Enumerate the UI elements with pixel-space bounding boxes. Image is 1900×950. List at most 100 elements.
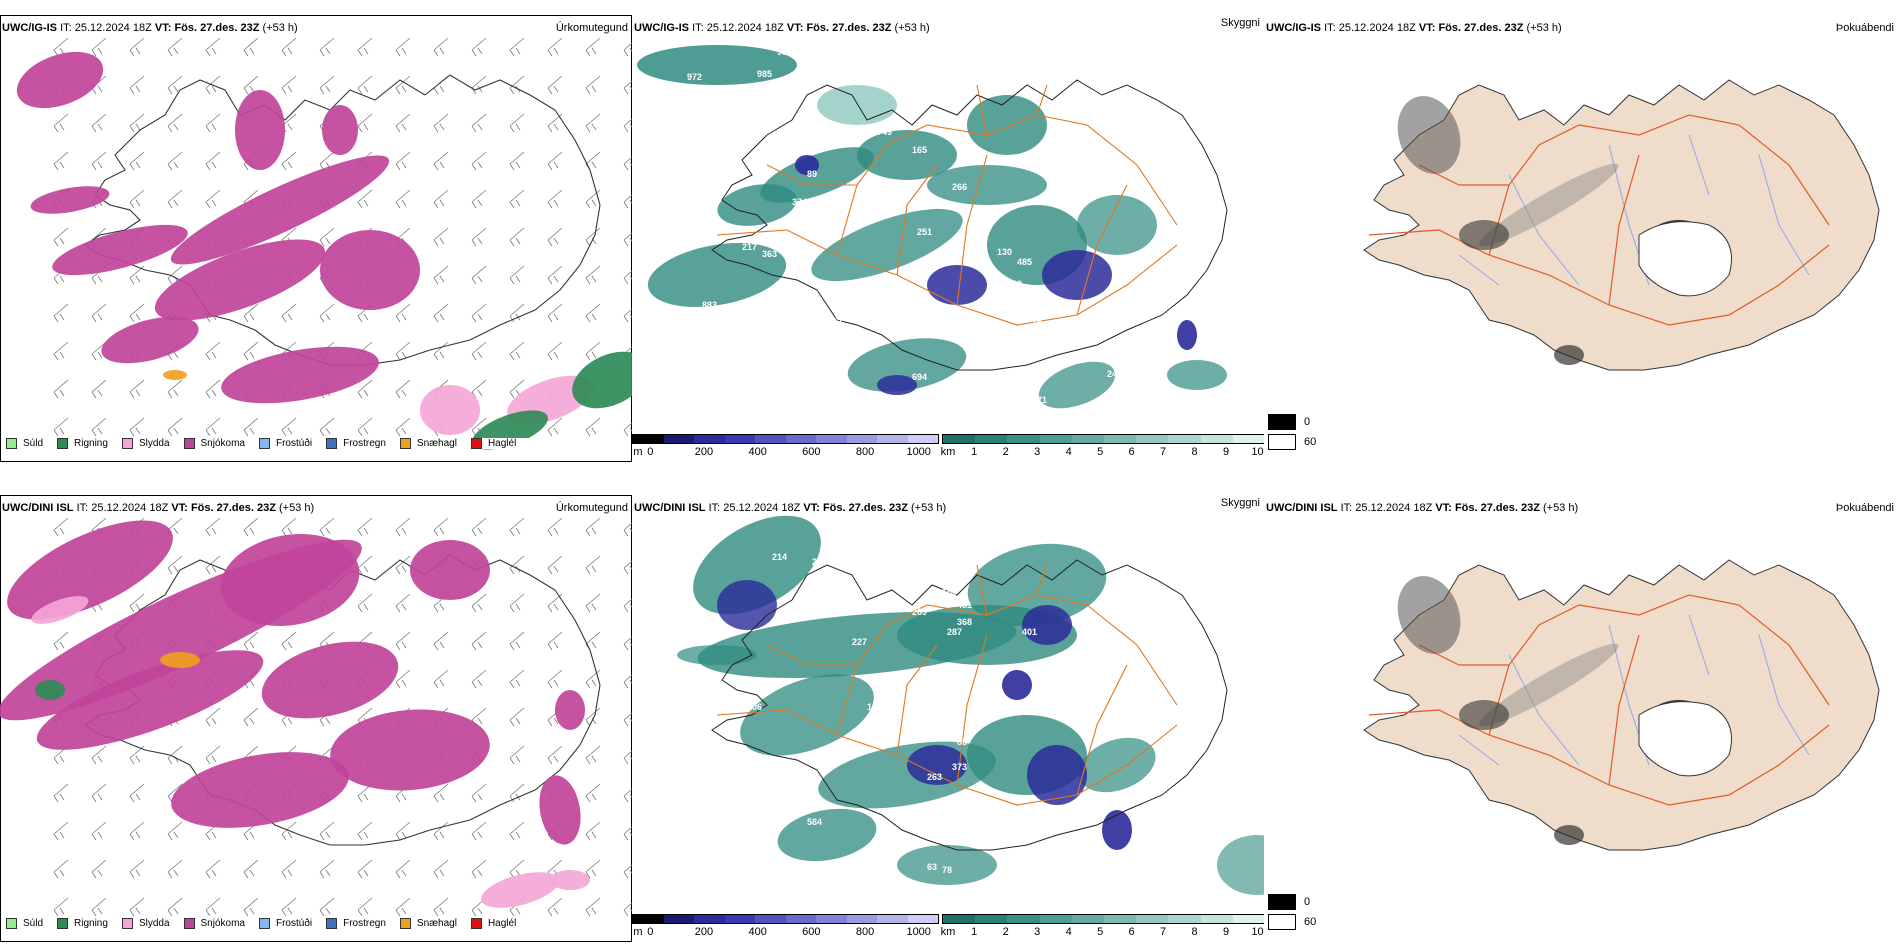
visibility-value-label: 165 [912,289,927,299]
visibility-value-label: 485 [1017,257,1032,267]
row-header: UWC/IG-IS IT: 25.12.2024 18Z VT: Fös. 27… [2,22,298,34]
visibility-value-label: 227 [852,637,867,647]
visibility-value-label: 63 [927,862,937,872]
panel-title-fog: Þokuábendi [1835,22,1894,34]
visibility-value-label: 165 [912,145,927,155]
precip-type-legend: Súld Rigning Slydda Snjókoma Frostúði Frostre… [6,438,531,449]
scale-unit: m [633,926,643,938]
fog-legend-row: 60 [1264,432,1316,452]
visibility-value-label: 986 [702,337,717,347]
legend-swatch [326,438,338,449]
legend-swatch [399,918,411,929]
fog-legend-swatch [1268,414,1296,430]
legend-item-frostúði: Frostúði [258,438,312,449]
scale-tick-label: 3 [1034,926,1041,938]
visibility-scale-km: km 1 2 3 4 5 6 7 8 9 10 [941,914,1264,938]
fog-indicator-map [1363,559,1880,851]
visibility-value-label: 245 [1107,369,1122,379]
legend-item-slydda: Slydda [121,918,170,929]
visibility-value-label: 64 [1057,337,1067,347]
legend-item-frostregn: Frostregn [326,438,386,449]
scale-tick-label: 0 [647,446,654,458]
visibility-value-label: 848 [662,642,677,652]
scale-tick-label: 10 [1251,446,1264,458]
precip-type-map [16,37,632,450]
visibility-value-label: 68 [935,322,945,332]
scale-color-bar [632,914,939,924]
visibility-value-label: 368 [957,617,972,627]
legend-swatch [470,918,482,929]
legend-item-haglél: Haglél [470,438,516,449]
legend-item-snjókoma: Snjókoma [183,438,245,449]
legend-swatch [326,918,338,929]
legend-label: Haglél [487,918,517,929]
visibility-value-label: 749 [877,127,892,137]
row-header: UWC/IG-IS IT: 25.12.2024 18Z VT: Fös. 27… [634,22,930,34]
legend-swatch [399,438,411,449]
scale-tick-label: 6 [1128,926,1135,938]
legend-label: Slydda [138,438,170,449]
fog-indicator-map [1363,79,1880,371]
visibility-value-label: 121 [867,702,882,712]
legend-label: Frostúði [275,918,313,929]
visibility-value-label: 682 [937,827,952,837]
legend-label: Snjókoma [200,438,245,449]
legend-item-frostregn: Frostregn [326,918,386,929]
scale-tick-label: 9 [1223,446,1230,458]
precip-panel-bottom: UWC/DINI ISL IT: 25.12.2024 18Z VT: Fös.… [0,480,632,950]
scale-tick-label: 600 [802,446,821,458]
scale-tick-label: 7 [1160,926,1167,938]
visibility-value-label: 981 [902,542,917,552]
visibility-value-label: 662 [817,602,832,612]
fog-legend: 0 60 [1264,412,1316,452]
legend-label: Rigning [74,918,108,929]
legend-item-súld: Súld [6,438,43,449]
scale-unit: km [940,446,956,458]
fog-legend-value: 0 [1304,416,1311,428]
legend-label: Snjókoma [200,918,245,929]
visibility-value-label: 994 [777,47,792,57]
legend-swatch [258,438,270,449]
visibility-panel-bottom: UWC/DINI ISL IT: 25.12.2024 18Z VT: Fös.… [632,480,1264,950]
visibility-value-label: 363 [762,249,777,259]
panel-title-precip: Úrkomutegund [555,502,628,514]
visibility-value-label: 520 [832,587,847,597]
visibility-value-label: 243 [812,557,827,567]
legend-label: Snæhagl [416,918,457,929]
visibility-value-label: 866 [897,552,912,562]
fog-legend-value: 0 [1304,896,1311,908]
visibility-value-label: 985 [757,69,772,79]
visibility-value-label: 481 [957,600,972,610]
legend-swatch [183,438,195,449]
visibility-value-label: 30 [852,727,862,737]
visibility-value-label: 62 [947,252,957,262]
visibility-value-label: 217 [742,242,757,252]
visibility-value-label: 122 [832,287,847,297]
scale-tick-label: 1 [971,446,978,458]
row-header: UWC/DINI ISL IT: 25.12.2024 18Z VT: Fös.… [2,502,315,514]
scale-tick-label: 9 [1223,926,1230,938]
scale-tick-label: 200 [694,926,714,938]
legend-label: Slydda [138,918,170,929]
visibility-value-label: 130 [997,247,1012,257]
visibility-value-label: 972 [687,72,702,82]
scale-tick-label: 10 [1251,926,1264,938]
visibility-panel-top: UWC/IG-IS IT: 25.12.2024 18Z VT: Fös. 27… [632,0,1264,470]
legend-item-súld: Súld [6,918,43,929]
legend-item-snæhagl: Snæhagl [399,918,457,929]
visibility-scale-m: m 0 200 400 600 800 1000 [632,914,939,938]
scale-tick-label: 7 [1160,446,1167,458]
visibility-value-label: 965 [817,32,832,42]
scale-tick-label: 400 [748,446,767,458]
visibility-value-label: 694 [912,372,927,382]
row-header: UWC/DINI ISL IT: 25.12.2024 18Z VT: Fös.… [634,502,947,514]
visibility-value-label: 269 [912,607,927,617]
visibility-value-label: 89 [807,169,817,179]
visibility-value-label: 861 [677,602,692,612]
fog-legend-value: 60 [1304,436,1317,448]
scale-color-bar [942,914,1264,924]
precip-panel-top: UWC/IG-IS IT: 25.12.2024 18Z VT: Fös. 27… [0,0,632,470]
scale-tick-label: 2 [1002,446,1009,458]
legend-label: Snæhagl [416,438,457,449]
visibility-value-label: 75 [882,282,892,292]
